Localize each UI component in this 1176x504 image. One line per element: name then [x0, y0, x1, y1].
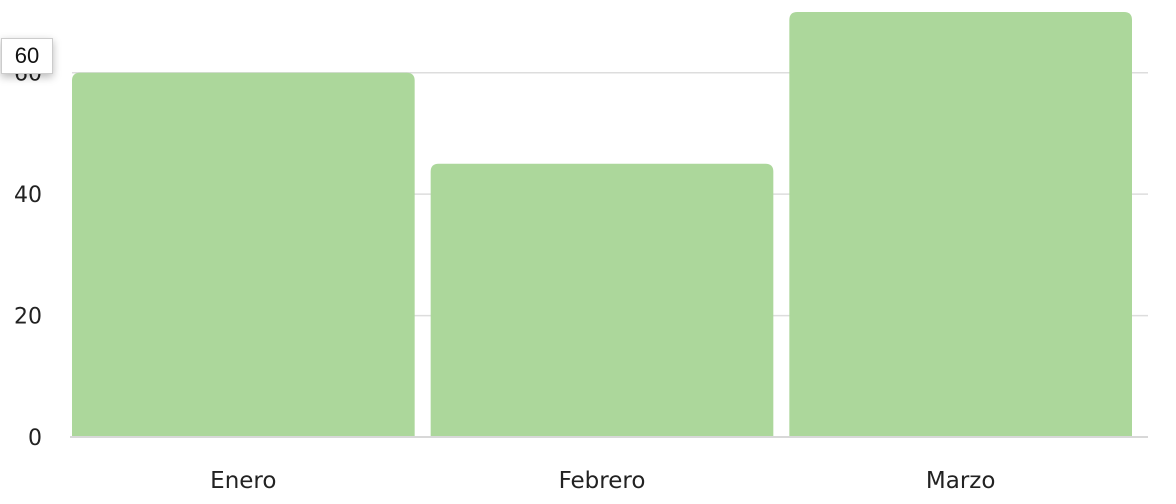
x-tick-label: Enero	[210, 468, 276, 494]
y-tick-label: 40	[14, 183, 42, 208]
bar-marzo[interactable]	[789, 12, 1132, 437]
bar-enero[interactable]	[72, 72, 415, 437]
bars	[72, 12, 1132, 438]
bar-febrero[interactable]	[430, 163, 774, 438]
tooltip: 60	[1, 38, 53, 74]
y-tick-label: 0	[28, 426, 42, 451]
y-tick-label: 20	[14, 305, 42, 330]
x-tick-label: Febrero	[559, 468, 646, 494]
x-tick-label: Marzo	[926, 468, 996, 494]
x-axis-labels: Enero Febrero Marzo	[210, 468, 995, 494]
